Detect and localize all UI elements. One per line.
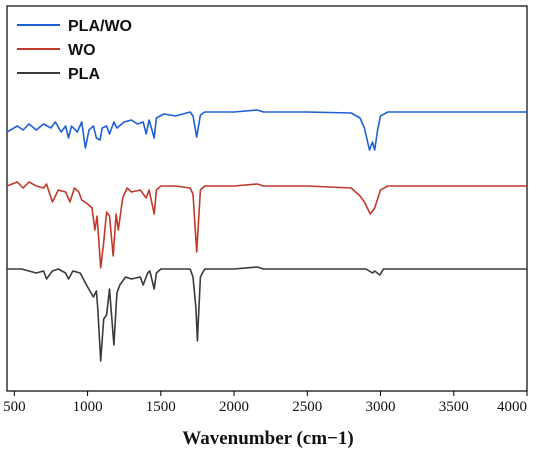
x-tick-label-3000: 3000 (366, 399, 396, 415)
x-tick-label-2500: 2500 (292, 399, 322, 415)
series-line-1 (6, 181, 527, 269)
legend-label-1: WO (68, 42, 96, 59)
legend-label-2: PLA (68, 66, 100, 83)
x-axis-title: Wavenumber (cm−1) (182, 428, 353, 449)
series-line-2 (7, 266, 527, 362)
x-tick-label-500: 500 (3, 399, 26, 415)
x-tick-label-1500: 1500 (146, 399, 176, 415)
x-axis-ticks (13, 391, 528, 396)
x-axis-tick-labels: 500 1000 1500 2000 2500 3000 3500 4000 (3, 399, 527, 415)
x-tick-label-4000: 4000 (497, 399, 527, 415)
plot-frame (6, 5, 528, 392)
series-line-0 (6, 109, 527, 151)
legend: PLA/WO WO PLA (17, 18, 132, 83)
x-tick-label-2000: 2000 (219, 399, 249, 415)
x-tick-label-1000: 1000 (73, 399, 103, 415)
legend-label-0: PLA/WO (68, 18, 132, 35)
series-layer (6, 109, 527, 362)
x-tick-label-3500: 3500 (439, 399, 469, 415)
